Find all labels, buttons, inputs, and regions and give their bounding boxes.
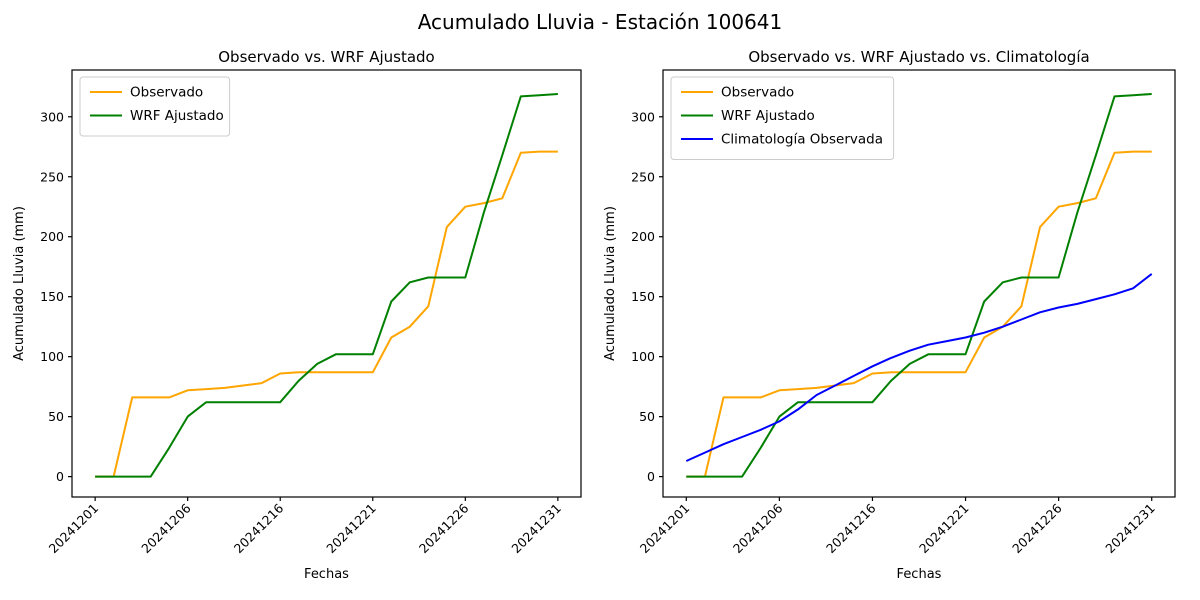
x-tick-label: 20241221 (916, 501, 972, 557)
y-tick-label: 100 (631, 349, 655, 364)
y-tick-label: 200 (40, 229, 64, 244)
x-axis-label: Fechas (304, 567, 349, 582)
x-tick-label: 20241231 (508, 501, 564, 557)
series-line-observado (686, 150, 1152, 478)
legend: Observado WRF Ajustado Climatología Observ… (670, 76, 895, 160)
y-tick-label: 50 (48, 409, 64, 424)
y-tick-label: 150 (631, 289, 655, 304)
y-axis-label: Acumulado Lluvia (mm) (12, 206, 27, 361)
series-line-wrf_ajustado (95, 93, 558, 478)
y-tick-label: 250 (40, 169, 64, 184)
legend-box (670, 76, 895, 160)
x-tick-label: 20241226 (416, 500, 472, 556)
subplot-title: Observado vs. WRF Ajustado vs. Climatolo… (748, 48, 1089, 66)
x-tick-label: 20241221 (323, 501, 379, 557)
x-tick-label: 20241226 (1009, 500, 1065, 556)
series-line-wrf_ajustado (686, 93, 1152, 478)
x-tick-label: 20241231 (1102, 501, 1158, 557)
figure-title: Acumulado Lluvia - Estación 100641 (417, 10, 783, 34)
x-tick-label: 20241216 (823, 500, 879, 556)
x-tick-label: 20241201 (46, 501, 102, 557)
right-chart: 0 50 100 150 200 250 300 20241201 20241206 202412… (603, 48, 1176, 582)
y-tick-label: 150 (40, 289, 64, 304)
x-tick-label: 20241206 (138, 500, 194, 556)
y-tick-label: 0 (647, 469, 655, 484)
legend: Observado WRF Ajustado (79, 76, 231, 137)
series-line-climatologia (685, 273, 1153, 462)
y-tick-label: 250 (631, 169, 655, 184)
y-tick-label: 0 (56, 469, 64, 484)
y-tick-label: 50 (639, 409, 655, 424)
legend-label: Observado (130, 85, 203, 101)
left-chart: 0 50 100 150 200 250 300 20241201 20241206 202412… (12, 48, 582, 582)
plot-frame (662, 69, 1176, 498)
x-tick-label: 20241206 (730, 500, 786, 556)
y-tick-label: 300 (631, 109, 655, 124)
y-tick-label: 200 (631, 229, 655, 244)
y-tick-label: 300 (40, 109, 64, 124)
legend-label: WRF Ajustado (721, 108, 815, 124)
subplot-title: Observado vs. WRF Ajustado (218, 48, 434, 66)
legend-label: WRF Ajustado (130, 108, 224, 124)
x-axis-label: Fechas (897, 567, 942, 582)
x-tick-label: 20241201 (637, 501, 693, 557)
y-tick-label: 100 (40, 349, 64, 364)
x-tick-label: 20241216 (231, 500, 287, 556)
y-axis-label: Acumulado Lluvia (mm) (603, 206, 618, 361)
series-line-observado (95, 150, 558, 478)
legend-label: Observado (721, 85, 794, 101)
plot-frame (71, 69, 582, 498)
legend-label: Climatología Observada (721, 132, 883, 148)
